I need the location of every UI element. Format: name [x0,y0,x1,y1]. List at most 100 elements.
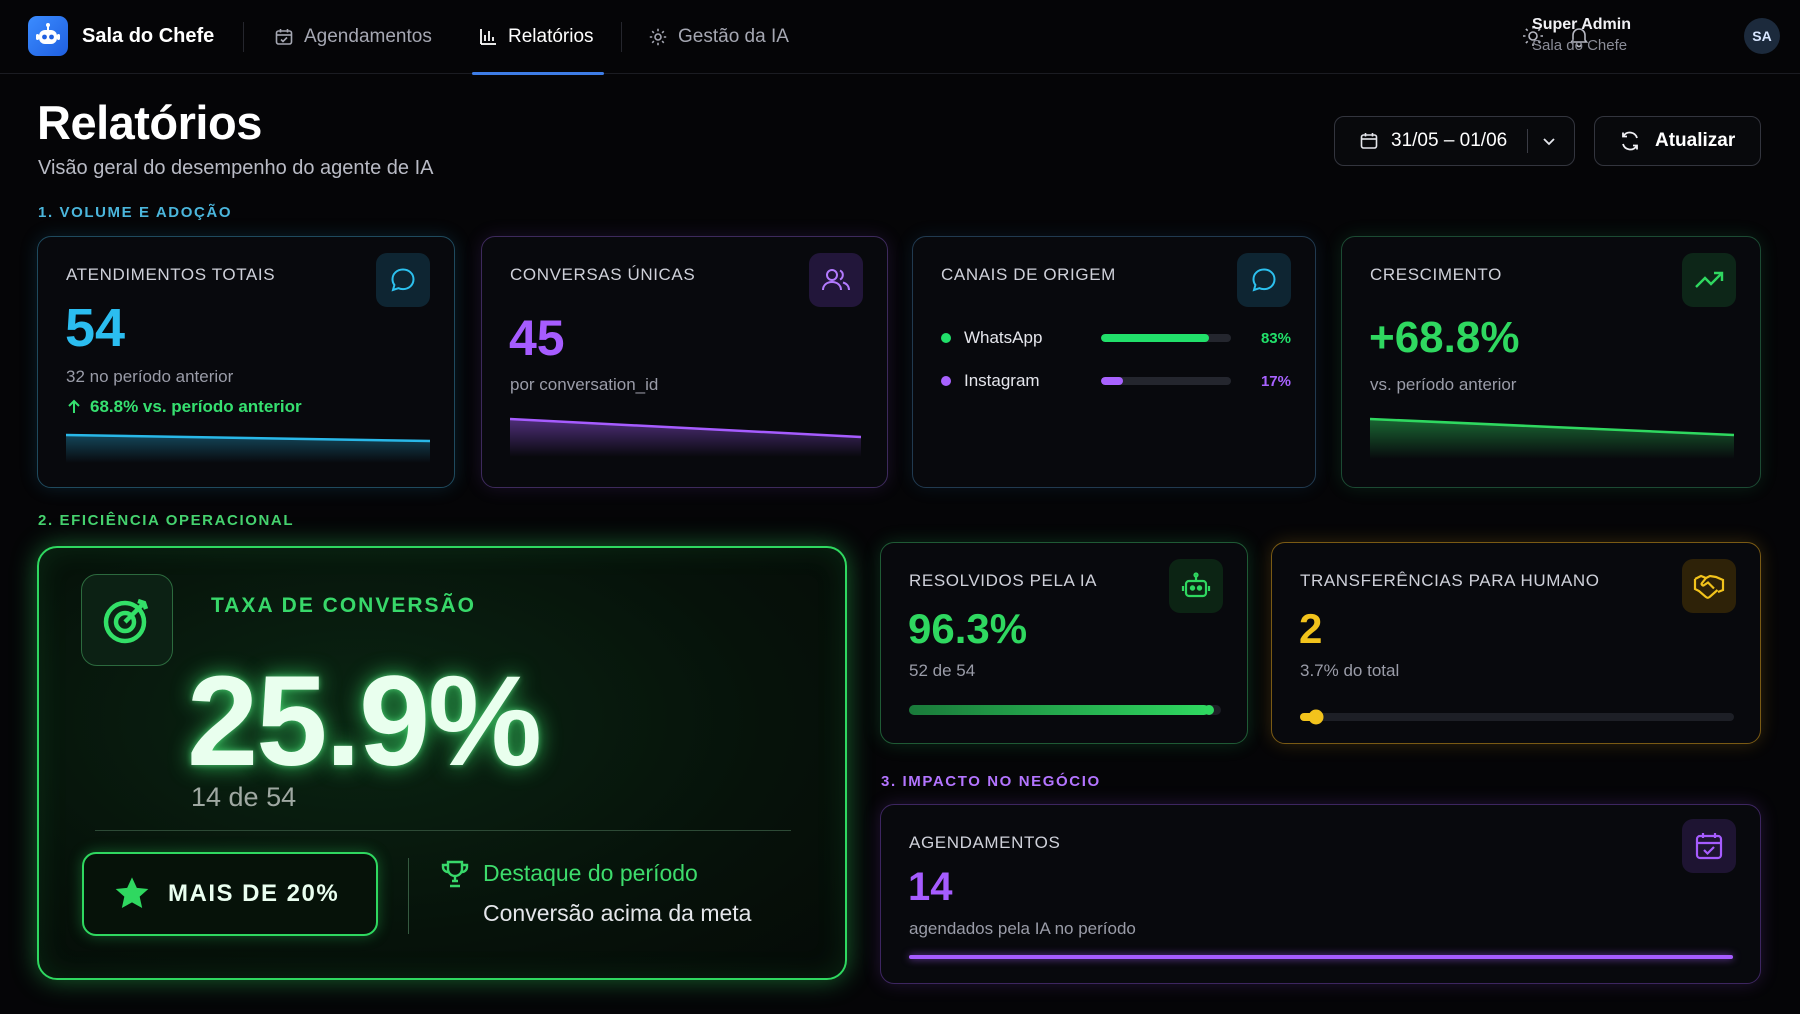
card-title: CRESCIMENTO [1370,265,1502,284]
card-title: AGENDAMENTOS [909,833,1061,852]
divider [95,830,791,831]
calendar-check-icon [1682,819,1736,873]
date-range-value: 31/05 – 01/06 [1391,130,1508,151]
highlight-subtitle: Conversão acima da meta [483,900,752,926]
trending-up-icon [1682,253,1736,307]
refresh-icon [1622,131,1638,151]
calendar-icon [275,29,293,45]
gear-icon [649,28,667,46]
users-icon [809,253,863,307]
card-conversion-rate: TAXA DE CONVERSÃO 25.9% 14 de 54 MAIS DE… [37,546,847,980]
card-title: ATENDIMENTOS TOTAIS [66,265,276,284]
previous-period: 32 no período anterior [66,367,234,386]
bell-icon[interactable] [1567,24,1591,48]
avatar[interactable]: SA [1744,18,1780,54]
chat-bubble-icon [376,253,430,307]
trophy-icon [441,860,469,888]
card-channels: CANAIS DE ORIGEM WhatsApp 83% Instagram … [912,236,1316,488]
refresh-button[interactable]: Atualizar [1594,116,1761,166]
unique-value: 45 [509,310,565,366]
section-impact-label: 3. IMPACTO NO NEGÓCIO [881,773,1101,790]
unique-note: por conversation_id [510,375,659,394]
goal-badge: MAIS DE 20% [82,852,378,936]
target-icon [81,574,173,666]
chat-bubble-icon [1237,253,1291,307]
refresh-label: Atualizar [1655,130,1736,151]
chevron-down-icon [1543,138,1555,146]
card-title: CONVERSAS ÚNICAS [510,265,696,284]
channel-name: WhatsApp [963,328,1043,347]
card-human-transfers: TRANSFERÊNCIAS PARA HUMANO 2 3.7% do tot… [1271,542,1761,744]
card-resolved-by-ai: RESOLVIDOS PELA IA 96.3% 52 de 54 [880,542,1248,744]
divider [1527,129,1529,153]
brand-name: Sala do Chefe [82,24,215,47]
user-name: Super Admin [1532,16,1631,33]
instagram-dot [941,376,951,386]
resolved-progress [909,705,1221,715]
arrow-up-icon [68,399,80,413]
badge-label: MAIS DE 20% [168,880,340,907]
sun-icon[interactable] [1521,24,1545,48]
card-title: CANAIS DE ORIGEM [941,265,1116,284]
channel-bar-fill [1101,377,1124,385]
channel-bar-fill [1101,334,1209,342]
section-efficiency-label: 2. EFICIÊNCIA OPERACIONAL [38,512,295,529]
user-subtitle: Sala do Chefe [1532,37,1628,54]
transfers-progress [1300,709,1734,725]
growth-note: vs. período anterior [1370,375,1517,394]
sparkline [66,433,430,463]
card-total-attendances: ATENDIMENTOS TOTAIS 54 32 no período ant… [37,236,455,488]
nav-divider [621,22,622,52]
divider [408,858,409,934]
conversion-detail: 14 de 54 [191,782,297,812]
total-value: 54 [65,298,126,358]
growth-value: +68.8% [1369,313,1520,362]
appointments-value: 14 [908,865,953,909]
star-icon [115,877,149,908]
tab-label: Agendamentos [304,26,432,47]
tab-agendamentos[interactable]: Agendamentos [274,0,432,74]
trend-text: 68.8% vs. período anterior [90,397,302,416]
tab-gestao-ia[interactable]: Gestão da IA [648,0,789,74]
appointments-progress [909,955,1733,959]
channel-name: Instagram [963,371,1040,390]
transfers-detail: 3.7% do total [1300,661,1400,680]
channel-pct: 83% [1260,329,1291,347]
tab-label: Relatórios [508,26,594,47]
whatsapp-dot [941,333,951,343]
robot-icon [1169,559,1223,613]
date-range-picker[interactable]: 31/05 – 01/06 [1334,116,1575,166]
card-title: TRANSFERÊNCIAS PARA HUMANO [1300,571,1600,590]
card-unique-conversations: CONVERSAS ÚNICAS 45 por conversation_id [481,236,888,488]
card-appointments: AGENDAMENTOS 14 agendados pela IA no per… [880,804,1761,984]
user-menu[interactable]: Super Admin Sala do Chefe [1532,16,1631,54]
handshake-icon [1682,559,1736,613]
progress-dot [1204,705,1215,715]
brand[interactable]: Sala do Chefe [28,16,214,56]
sparkline [510,417,861,457]
top-bar: Sala do Chefe Agendamentos Relatórios Ge… [0,0,1800,75]
transfers-value: 2 [1299,605,1323,652]
section-volume-label: 1. VOLUME E ADOÇÃO [38,204,233,221]
trend-row: 68.8% vs. período anterior [66,397,302,417]
page-title: Relatórios [37,96,262,149]
tab-relatorios[interactable]: Relatórios [472,0,604,75]
bar-chart-icon [480,29,496,45]
channel-pct: 17% [1260,372,1291,390]
channel-bar [1101,334,1231,342]
highlight-title: Destaque do período [483,860,698,886]
robot-logo-icon [28,16,68,56]
tab-label: Gestão da IA [678,26,789,47]
progress-dot [1308,709,1324,725]
page-subtitle: Visão geral do desempenho do agente de I… [38,157,434,179]
conversion-value: 25.9% [187,650,542,793]
channel-bar [1101,377,1231,385]
conversion-title: TAXA DE CONVERSÃO [211,594,477,617]
channel-row-whatsapp: WhatsApp 83% [941,328,1291,348]
channel-row-instagram: Instagram 17% [941,371,1291,391]
resolved-value: 96.3% [908,605,1028,652]
nav-divider [243,22,244,52]
sparkline [1370,417,1734,459]
card-growth: CRESCIMENTO +68.8% vs. período anterior [1341,236,1761,488]
calendar-icon [1360,133,1378,149]
